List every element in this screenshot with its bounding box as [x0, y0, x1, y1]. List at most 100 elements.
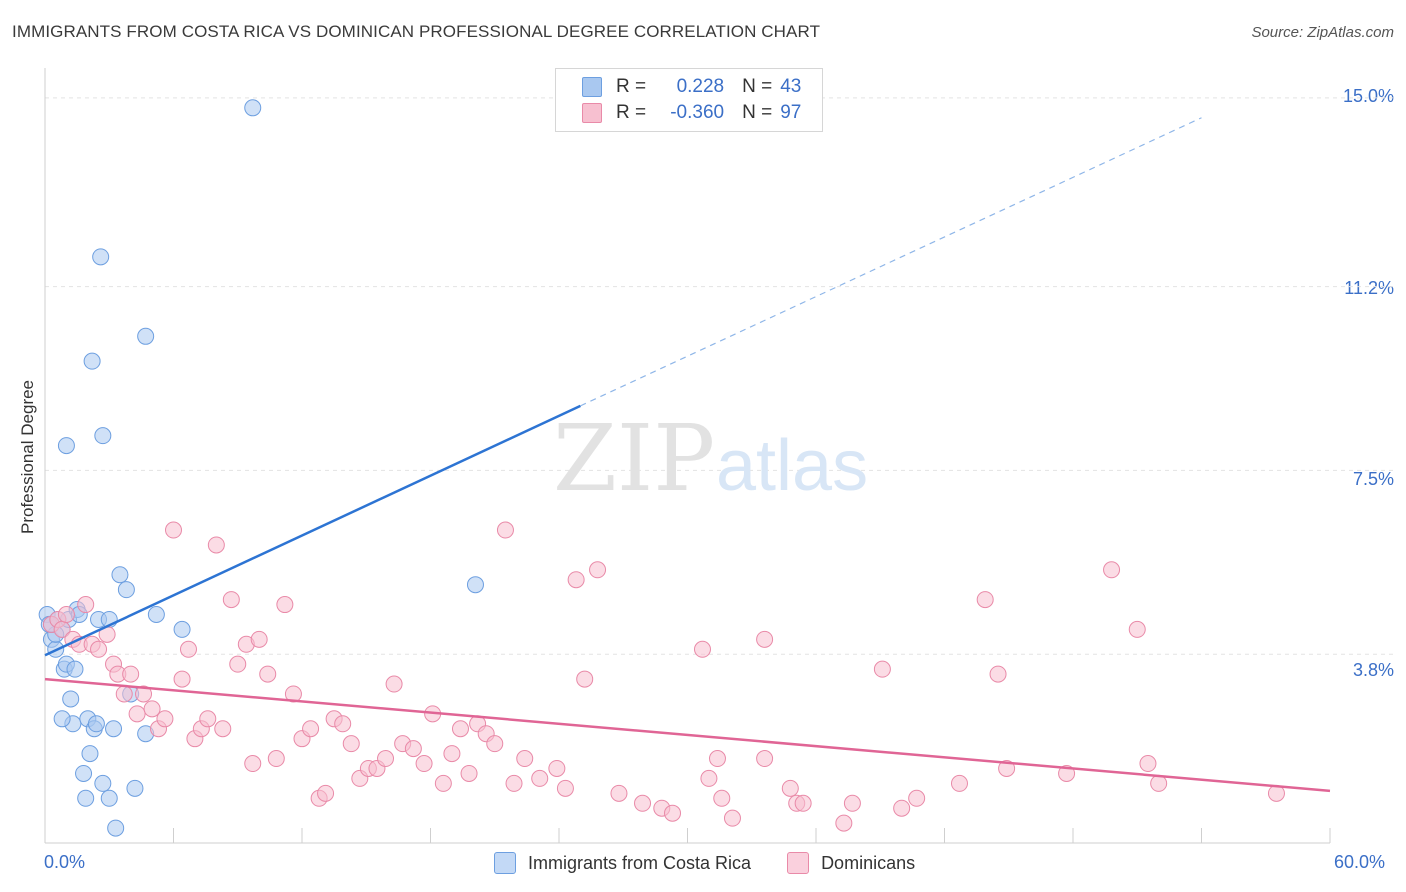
costa-rica-trend-extension	[580, 117, 1202, 407]
watermark-atlas: atlas	[716, 426, 868, 506]
costa-rica-point	[75, 764, 93, 782]
r-value: -0.360	[670, 102, 725, 123]
costa-rica-point	[137, 327, 155, 345]
legend-swatch	[582, 77, 602, 97]
series-legend: Immigrants from Costa Rica Dominicans	[494, 852, 951, 874]
dominican-point	[165, 521, 182, 539]
dominican-point	[1128, 620, 1146, 638]
legend-label: Immigrants from Costa Rica	[528, 852, 752, 873]
dominican-point	[443, 745, 461, 763]
legend-swatch	[787, 852, 810, 874]
dominican-point	[781, 779, 799, 797]
dominican-point	[276, 596, 294, 614]
dominican-point	[589, 561, 607, 579]
dominican-point	[556, 779, 574, 797]
y-tick-label: 3.8%	[1352, 660, 1394, 680]
dominican-point	[713, 789, 731, 807]
y-tick-label: 15.0%	[1342, 86, 1394, 106]
costa-rica-point	[83, 352, 101, 370]
dominican-point	[1103, 561, 1121, 579]
x-tick-label: 0.0%	[44, 852, 86, 872]
dominican-point	[516, 750, 534, 768]
n-label: N =	[742, 76, 773, 97]
legend-swatch	[494, 852, 516, 874]
legend-item-dominicans: Dominicans	[787, 852, 915, 874]
source-label: Source: ZipAtlas.com	[1251, 24, 1394, 41]
costa-rica-point	[126, 779, 144, 797]
dominican-point	[460, 764, 478, 782]
costa-rica-point	[107, 819, 125, 837]
dominican-point	[173, 670, 191, 688]
dominican-point	[302, 720, 320, 738]
costa-rica-point	[92, 248, 110, 266]
dominican-point	[1139, 755, 1157, 773]
dominican-point	[664, 804, 682, 822]
dominican-point	[250, 630, 268, 648]
costa-rica-point	[147, 605, 165, 623]
dominican-point	[835, 814, 853, 832]
dominican-trend-line	[44, 677, 1331, 793]
dominican-point	[57, 605, 75, 623]
dominican-point	[873, 660, 891, 678]
n-value: 43	[780, 76, 802, 97]
dominican-point	[222, 591, 240, 609]
dominican-point	[334, 715, 352, 733]
costa-rica-point	[244, 99, 262, 117]
dominican-point	[989, 665, 1007, 683]
dominican-point	[214, 720, 232, 738]
y-tick-label: 11.2%	[1344, 278, 1394, 298]
dominican-point	[908, 789, 926, 807]
costa-rica-point	[81, 745, 99, 763]
dominican-point	[496, 521, 514, 539]
costa-rica-trend-line	[44, 404, 581, 657]
legend-row-dominicans: R = -0.360 N = 97	[582, 101, 801, 125]
dominican-point	[434, 774, 452, 792]
dominican-point	[1150, 774, 1168, 792]
legend-row-costa-rica: R = 0.228 N = 43	[582, 75, 801, 99]
dominican-point	[267, 750, 285, 768]
dominican-point	[385, 675, 403, 693]
r-value: 0.228	[676, 76, 725, 97]
dominican-point	[576, 670, 594, 688]
x-tick-label: 60.0%	[1334, 852, 1386, 872]
dominican-point	[950, 774, 968, 792]
n-label: N =	[742, 102, 773, 123]
dominican-point	[179, 640, 197, 658]
stats-legend: R = 0.228 N = 43 R = -0.360 N = 97	[555, 68, 823, 132]
costa-rica-point	[57, 437, 75, 455]
dominican-point	[135, 685, 153, 703]
dominican-point	[505, 774, 523, 792]
dominican-point	[610, 784, 628, 802]
dominican-point	[377, 750, 395, 768]
costa-rica-point	[94, 774, 112, 792]
dominican-point	[156, 710, 174, 728]
costa-rica-point	[53, 710, 71, 728]
costa-rica-point	[94, 427, 112, 445]
r-label: R =	[616, 102, 647, 123]
dominican-point	[77, 596, 95, 614]
dominican-point	[451, 720, 469, 738]
dominican-point	[708, 750, 726, 768]
r-label: R =	[616, 76, 647, 97]
costa-rica-point	[100, 789, 118, 807]
dominican-point	[486, 735, 504, 753]
dominican-point	[893, 799, 911, 817]
legend-item-costa-rica: Immigrants from Costa Rica	[494, 852, 751, 874]
dominican-point	[143, 700, 161, 718]
dominican-point	[115, 685, 133, 703]
dominican-point	[244, 755, 262, 773]
costa-rica-point	[77, 789, 95, 807]
costa-rica-point	[87, 715, 105, 733]
dominican-point	[207, 536, 225, 554]
dominican-point	[548, 759, 566, 777]
dominican-point	[531, 769, 549, 787]
dominican-point	[756, 750, 774, 768]
dominican-point	[259, 665, 277, 683]
dominican-point	[229, 655, 247, 673]
n-value: 97	[780, 102, 802, 123]
y-tick-label: 7.5%	[1352, 469, 1394, 489]
chart-title: IMMIGRANTS FROM COSTA RICA VS DOMINICAN …	[12, 22, 821, 41]
dominican-point	[128, 705, 146, 723]
costa-rica-point	[105, 720, 123, 738]
